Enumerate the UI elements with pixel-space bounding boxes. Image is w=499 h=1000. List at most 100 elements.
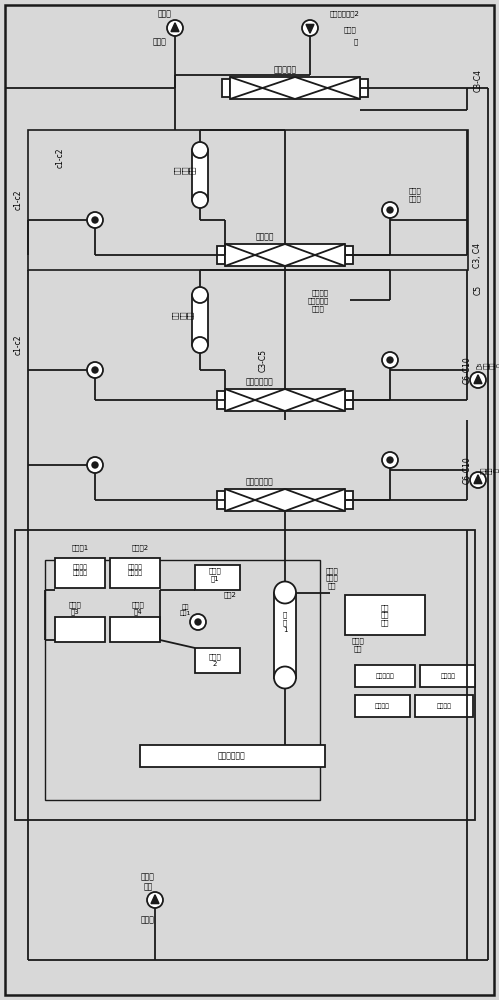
Polygon shape (306, 24, 314, 33)
Circle shape (387, 357, 393, 363)
Bar (225, 489, 345, 511)
Circle shape (470, 372, 486, 388)
Circle shape (195, 619, 201, 625)
Circle shape (192, 337, 208, 353)
Text: 催化剂循环床: 催化剂循环床 (218, 752, 246, 760)
Polygon shape (151, 895, 159, 904)
Polygon shape (474, 475, 482, 484)
Polygon shape (171, 23, 179, 32)
Text: 下流泵: 下流泵 (153, 37, 167, 46)
Bar (192, 295, 208, 345)
Text: 反应
进料1: 反应 进料1 (179, 604, 191, 616)
Text: 反应床
层4: 反应床 层4 (132, 601, 144, 615)
Text: 回流罐: 回流罐 (344, 27, 356, 33)
Text: 脱戊烷精馏塔: 脱戊烷精馏塔 (246, 377, 274, 386)
Bar (345, 491, 353, 509)
Circle shape (190, 614, 206, 630)
Text: C3-C5: C3-C5 (258, 349, 267, 371)
Bar (195, 648, 240, 673)
Circle shape (92, 217, 98, 223)
Circle shape (387, 457, 393, 463)
Bar (345, 595, 425, 635)
Circle shape (87, 457, 103, 473)
Circle shape (192, 142, 208, 158)
Text: 脱丁烷
回流罐: 脱丁烷 回流罐 (409, 188, 421, 202)
Text: 反应进
料1: 反应进 料1 (209, 568, 222, 582)
Circle shape (87, 362, 103, 378)
Text: 汽油产品: 汽油产品 (311, 290, 328, 296)
Text: 第5
萃取
塔单
元: 第5 萃取 塔单 元 (478, 361, 499, 369)
Bar (217, 491, 225, 509)
Text: 脱丁
烷精
馏塔: 脱丁 烷精 馏塔 (174, 166, 196, 174)
Circle shape (274, 582, 296, 603)
Text: 区液机
2: 区液机 2 (209, 653, 222, 667)
Bar (415, 695, 473, 717)
Circle shape (167, 20, 183, 36)
Bar (217, 246, 225, 264)
Circle shape (87, 212, 103, 228)
Bar (110, 558, 160, 588)
Text: 升温精制装置2: 升温精制装置2 (330, 11, 360, 17)
Bar (225, 244, 345, 266)
Text: 反应器前
置换换热: 反应器前 置换换热 (128, 564, 143, 576)
Bar (45, 560, 320, 800)
Text: c1-c2: c1-c2 (13, 190, 22, 210)
Text: 脱碳装置: 脱碳装置 (437, 703, 452, 709)
Text: 循环气2: 循环气2 (131, 545, 149, 551)
Text: 水处理
配合: 水处理 配合 (352, 638, 364, 652)
Bar (355, 665, 415, 687)
Bar (55, 617, 105, 642)
Bar (222, 79, 230, 97)
Text: 脱戊
烷精
馏塔: 脱戊 烷精 馏塔 (172, 311, 194, 319)
Text: 甲醇进
料泵: 甲醇进 料泵 (141, 872, 155, 892)
Bar (274, 592, 296, 678)
Text: 脱上精塔: 脱上精塔 (256, 232, 274, 241)
Bar (140, 745, 325, 767)
Text: 不凝气: 不凝气 (158, 9, 172, 18)
Circle shape (92, 367, 98, 373)
Text: 脱氢精馏塔: 脱氢精馏塔 (273, 66, 296, 75)
Polygon shape (474, 375, 482, 384)
Text: 还原装置: 还原装置 (375, 703, 390, 709)
Text: 脱庚烷精馏塔: 脱庚烷精馏塔 (246, 478, 274, 487)
Text: 气相2: 气相2 (224, 592, 237, 598)
Circle shape (192, 287, 208, 303)
Bar (355, 695, 410, 717)
Text: 反应床
层3: 反应床 层3 (69, 601, 81, 615)
Text: C6-C10: C6-C10 (463, 456, 472, 484)
Circle shape (470, 472, 486, 488)
Text: C3-C4: C3-C4 (474, 68, 483, 92)
Text: C3, C4: C3, C4 (474, 242, 483, 267)
Circle shape (382, 202, 398, 218)
Text: 脱戊烷塔顶
回流罐: 脱戊烷塔顶 回流罐 (307, 298, 329, 312)
Text: 区: 区 (354, 39, 358, 45)
Bar (345, 391, 353, 409)
Bar (195, 565, 240, 590)
Circle shape (92, 462, 98, 468)
Bar (15, 530, 475, 820)
Text: c1-c2: c1-c2 (13, 335, 22, 355)
Bar (217, 391, 225, 409)
Bar (192, 150, 208, 200)
Text: 循环气1: 循环气1 (71, 545, 89, 551)
Text: 反应器前
置换换热: 反应器前 置换换热 (72, 564, 87, 576)
Circle shape (382, 352, 398, 368)
Text: 萃取
塔单
元: 萃取 塔单 元 (481, 466, 499, 474)
Bar (420, 665, 475, 687)
Bar (230, 77, 360, 99)
Text: 催化剂再生: 催化剂再生 (376, 673, 394, 679)
Circle shape (147, 892, 163, 908)
Bar (360, 79, 368, 97)
Text: 循环气
压缩机
组合: 循环气 压缩机 组合 (326, 567, 338, 589)
Text: C6-C10: C6-C10 (463, 356, 472, 384)
Text: 气
相
1: 气 相 1 (283, 611, 287, 633)
Circle shape (274, 666, 296, 688)
Bar (55, 558, 105, 588)
Bar (345, 246, 353, 264)
Text: c1-c2: c1-c2 (55, 148, 64, 168)
Bar (225, 389, 345, 411)
Circle shape (382, 452, 398, 468)
Circle shape (302, 20, 318, 36)
Circle shape (192, 192, 208, 208)
Bar (28, 130, 468, 270)
